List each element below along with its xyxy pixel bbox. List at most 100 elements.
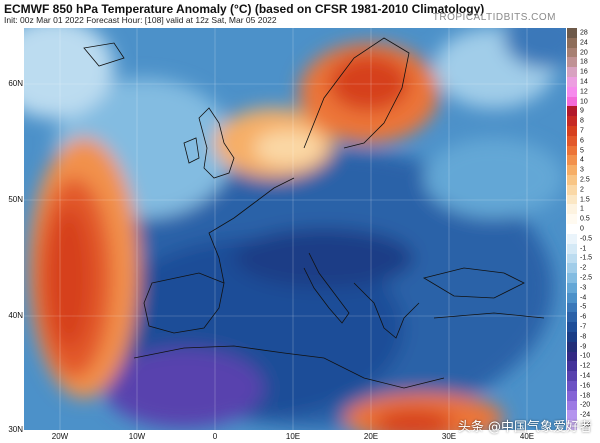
colorbar-swatch xyxy=(567,243,577,254)
colorbar-swatch xyxy=(567,57,577,68)
lon-label-0: 0 xyxy=(212,432,218,441)
colorbar-swatch xyxy=(567,155,577,166)
colorbar-swatch xyxy=(567,175,577,186)
colorbar-label: -2 xyxy=(580,264,587,272)
colorbar-swatch xyxy=(567,86,577,98)
colorbar-label: -10 xyxy=(580,352,591,360)
colorbar-label: 0 xyxy=(580,225,584,233)
colorbar-label: 3 xyxy=(580,166,584,174)
colorbar-swatch xyxy=(567,400,577,411)
colorbar-legend: 28 24 20 18 16 14 12 10 9 8 7 6 5 4 3 2.5 2 1.5 1 0.5 0 -0.5 -… xyxy=(567,28,600,431)
colorbar-swatch xyxy=(567,184,577,196)
colorbar-swatch xyxy=(567,420,577,431)
colorbar-label: 1.5 xyxy=(580,196,590,204)
colorbar-label: -5 xyxy=(580,303,587,311)
colorbar-label: 10 xyxy=(580,98,588,106)
colorbar-swatch xyxy=(567,106,577,117)
colorbar-swatch xyxy=(567,47,577,58)
colorbar-swatch xyxy=(567,67,577,78)
colorbar-swatch xyxy=(567,253,577,264)
lat-label-60n: 60N xyxy=(8,79,23,88)
colorbar-label: 8 xyxy=(580,117,584,125)
lon-label-20e: 20E xyxy=(363,432,379,441)
colorbar-swatch xyxy=(567,194,577,205)
colorbar-label: -2.5 xyxy=(580,274,593,282)
colorbar-label: 6 xyxy=(580,137,584,145)
anomaly-fill xyxy=(24,28,566,430)
colorbar-label: -1 xyxy=(580,245,587,253)
anomaly-map xyxy=(24,28,566,430)
lat-label-50n: 50N xyxy=(8,195,23,204)
colorbar-label: 24 xyxy=(580,39,588,47)
colorbar-swatch xyxy=(567,263,577,274)
colorbar-swatch xyxy=(567,135,577,147)
colorbar-label: 28 xyxy=(580,29,588,37)
colorbar-label: -20 xyxy=(580,401,591,409)
colorbar-swatch xyxy=(567,37,577,49)
chart-title: ECMWF 850 hPa Temperature Anomaly (°C) (… xyxy=(4,2,485,16)
colorbar-label: -9 xyxy=(580,343,587,351)
colorbar-label: -6 xyxy=(580,313,587,321)
colorbar-label: 7 xyxy=(580,127,584,135)
colorbar-label: -28 xyxy=(580,421,591,429)
colorbar-label: 9 xyxy=(580,107,584,115)
colorbar-label: -16 xyxy=(580,382,591,390)
colorbar-swatch xyxy=(567,96,577,107)
colorbar-label: 18 xyxy=(580,58,588,66)
colorbar-label: 20 xyxy=(580,49,588,56)
colorbar-label: 2.5 xyxy=(580,176,590,184)
colorbar-swatch xyxy=(567,302,577,313)
colorbar-label: 14 xyxy=(580,78,588,86)
colorbar-swatch xyxy=(567,312,577,323)
colorbar-swatch xyxy=(567,380,577,392)
colorbar-swatch xyxy=(567,116,577,127)
colorbar-swatch xyxy=(567,77,577,88)
colorbar-swatch xyxy=(567,390,577,402)
colorbar-label: 0.5 xyxy=(580,215,590,223)
colorbar-label: -18 xyxy=(580,392,591,400)
lon-label-10w: 10W xyxy=(128,432,146,441)
colorbar-swatch xyxy=(567,28,577,39)
colorbar-swatch xyxy=(567,233,577,245)
coastlines xyxy=(83,37,545,389)
chart-subtitle: Init: 00z Mar 01 2022 Forecast Hour: [10… xyxy=(4,15,277,25)
colorbar-swatch xyxy=(567,351,577,362)
colorbar-swatch xyxy=(567,322,577,333)
colorbar-label: -24 xyxy=(580,411,591,419)
colorbar-swatch xyxy=(567,204,577,215)
lon-label-20w: 20W xyxy=(51,432,69,441)
colorbar-swatch xyxy=(567,361,577,372)
colorbar-swatch xyxy=(567,331,577,343)
colorbar-swatch xyxy=(567,145,577,156)
colorbar-label: 16 xyxy=(580,68,588,76)
graticule xyxy=(24,28,566,430)
colorbar-label: -7 xyxy=(580,323,587,331)
colorbar-label: 12 xyxy=(580,88,588,96)
colorbar-label: -8 xyxy=(580,333,587,341)
colorbar-label: 2 xyxy=(580,186,584,194)
colorbar-label: -14 xyxy=(580,372,591,380)
lon-label-40e: 40E xyxy=(519,432,535,441)
colorbar-label: -0.5 xyxy=(580,235,593,243)
colorbar-swatch xyxy=(567,282,577,294)
lon-label-30e: 30E xyxy=(441,432,457,441)
colorbar-swatch xyxy=(567,224,577,235)
colorbar-swatch xyxy=(567,214,577,225)
colorbar-swatch xyxy=(567,292,577,304)
colorbar-swatch xyxy=(567,165,577,176)
colorbar-swatch xyxy=(567,410,577,421)
colorbar-label: 4 xyxy=(580,156,584,164)
colorbar-label: 1 xyxy=(580,205,584,213)
lat-label-40n: 40N xyxy=(8,311,23,320)
colorbar-label: -1.5 xyxy=(580,254,593,262)
colorbar-swatch xyxy=(567,341,577,353)
colorbar-label: 5 xyxy=(580,147,584,155)
lat-label-30n: 30N xyxy=(8,425,23,434)
watermark: 头条 @中国气象爱好者 xyxy=(457,420,592,435)
colorbar-swatch xyxy=(567,371,577,382)
colorbar-label: -12 xyxy=(580,362,591,370)
brand-label: TROPICALTIDBITS.COM xyxy=(432,12,556,23)
colorbar-label: -3 xyxy=(580,284,587,292)
colorbar-label: -4 xyxy=(580,294,587,302)
colorbar-swatch xyxy=(567,126,577,137)
